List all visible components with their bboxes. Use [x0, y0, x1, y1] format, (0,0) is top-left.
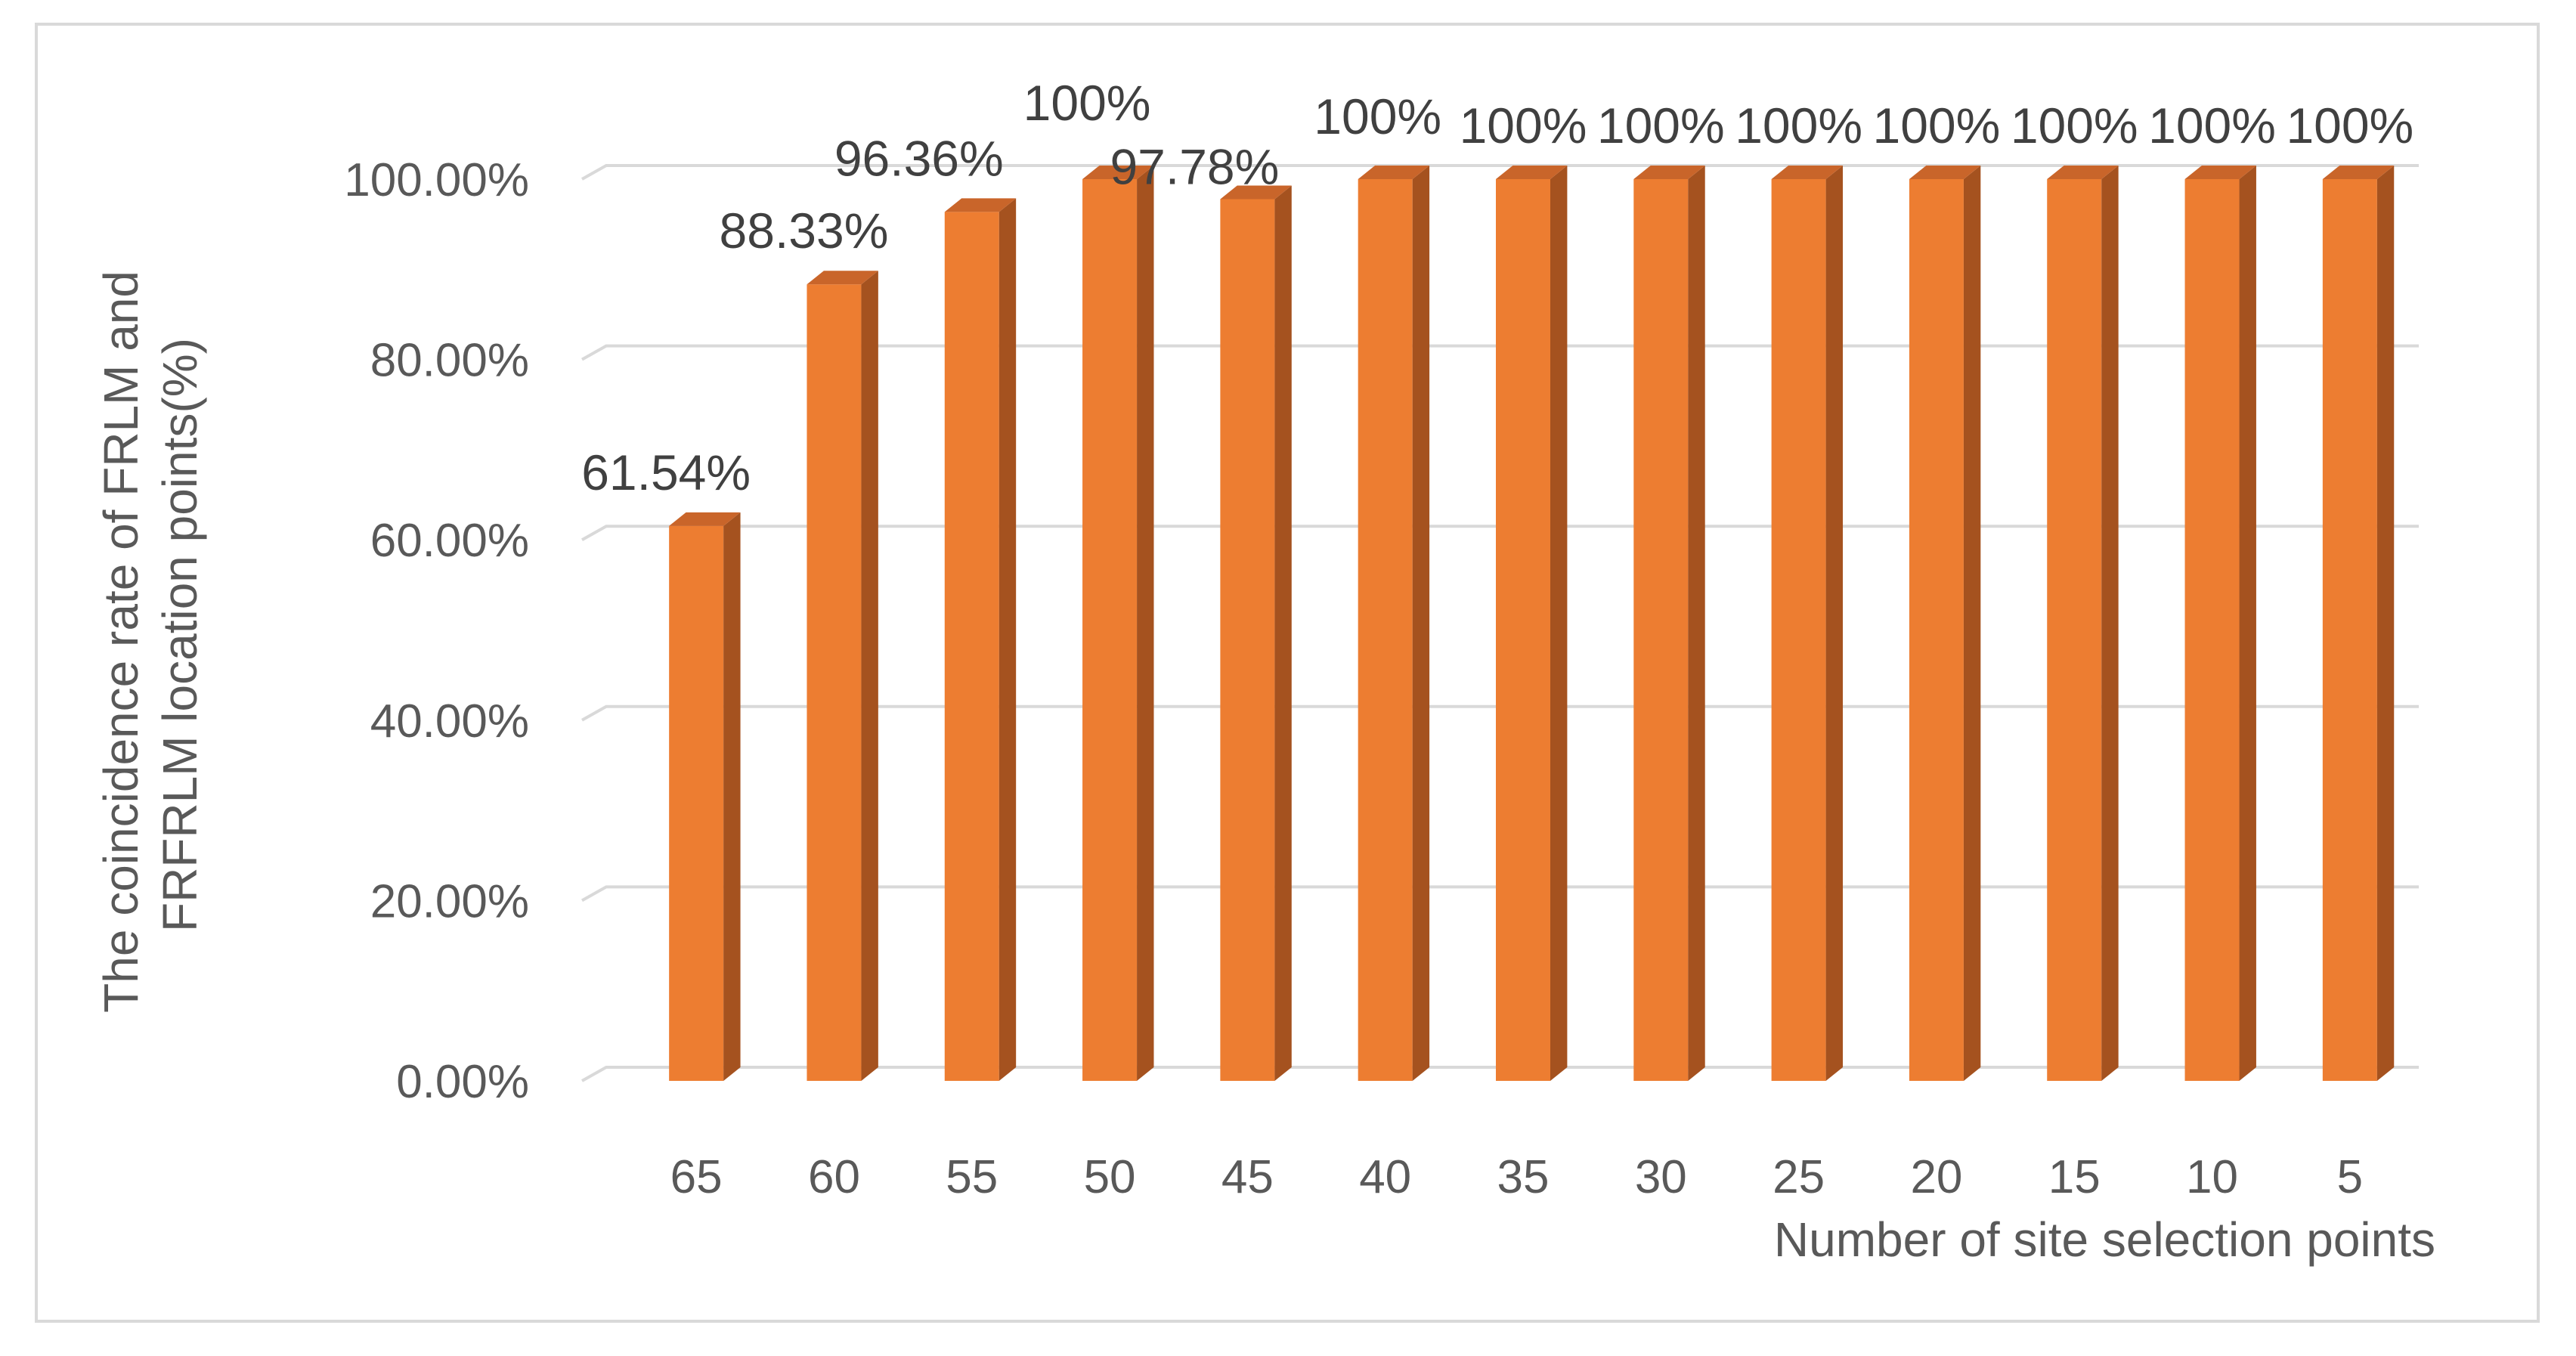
data-label: 100%	[2011, 98, 2138, 153]
bar-side	[1412, 166, 1430, 1081]
bar-top	[1633, 166, 1705, 179]
bar-front	[1358, 179, 1413, 1081]
bar-side	[1963, 166, 1981, 1081]
bar-top	[2184, 166, 2256, 179]
bar	[1082, 166, 1154, 1081]
bar-side	[999, 198, 1017, 1082]
bar	[1220, 185, 1292, 1081]
bar	[1496, 166, 1568, 1081]
bar	[669, 512, 741, 1081]
x-tick-label: 45	[1221, 1151, 1274, 1203]
bar-side	[1825, 166, 1844, 1081]
bar-front	[1496, 179, 1550, 1081]
data-label: 100%	[1873, 98, 2001, 153]
bar	[1909, 166, 1981, 1081]
data-label: 100%	[1735, 98, 1862, 153]
y-axis-title: The coincidence rate of FRLM and FRFRLM …	[94, 257, 207, 1013]
bar-front	[1633, 179, 1689, 1081]
bar-front	[807, 284, 862, 1081]
bar	[2047, 166, 2119, 1081]
data-label: 61.54%	[581, 444, 751, 500]
data-label: 100%	[2148, 98, 2276, 153]
data-label: 100%	[2286, 98, 2413, 153]
bar	[2322, 166, 2395, 1081]
y-tick-label: 20.00%	[370, 875, 529, 927]
bar-front	[1909, 179, 1964, 1081]
bar-front	[669, 525, 724, 1081]
x-tick-label: 20	[1910, 1151, 1962, 1203]
data-label: 100%	[1023, 75, 1151, 131]
x-tick-label: 55	[946, 1151, 998, 1203]
bar	[1771, 166, 1844, 1081]
bar-side	[1274, 185, 1292, 1081]
bar-front	[1082, 179, 1138, 1081]
bar-front	[2184, 179, 2240, 1081]
x-tick-label: 50	[1084, 1151, 1136, 1203]
bar-side	[1137, 166, 1154, 1081]
bar-side	[861, 271, 878, 1081]
bar-top	[2322, 166, 2395, 179]
x-tick-label: 40	[1359, 1151, 1411, 1203]
y-tick-label: 40.00%	[370, 695, 529, 748]
data-label: 100%	[1460, 98, 1587, 153]
y-axis-title-line-2: FRFRLM location points(%)	[153, 338, 207, 932]
data-label: 88.33%	[720, 203, 889, 259]
bar-side	[1550, 166, 1568, 1081]
y-tick-label: 0.00%	[396, 1056, 529, 1108]
bar	[944, 198, 1017, 1082]
bar-top	[1496, 166, 1568, 179]
bar-top	[1082, 166, 1154, 179]
x-tick-label: 10	[2186, 1151, 2238, 1203]
x-axis-ticks: 65 60 55 50 45 40 35 30 25 20 15 10 5	[670, 1151, 2363, 1203]
data-label: 100%	[1314, 88, 1441, 144]
bar-side	[723, 512, 741, 1081]
bar-top	[1771, 166, 1844, 179]
x-tick-label: 30	[1635, 1151, 1687, 1203]
y-tick-label: 60.00%	[370, 515, 529, 567]
bar-top	[1220, 185, 1292, 200]
x-tick-label: 60	[808, 1151, 860, 1203]
bar-top	[669, 512, 741, 526]
bar-top	[944, 198, 1017, 212]
bar-top	[807, 271, 878, 285]
x-axis-title: Number of site selection points	[1774, 1212, 2435, 1267]
bar	[1633, 166, 1705, 1081]
y-tick-label: 100.00%	[344, 154, 529, 206]
bar	[1358, 166, 1430, 1081]
data-label: 97.78%	[1110, 138, 1279, 194]
x-tick-label: 65	[670, 1151, 723, 1203]
bar-front	[1220, 199, 1275, 1081]
data-label: 96.36%	[834, 130, 1004, 186]
y-axis-ticks: 0.00% 20.00% 40.00% 60.00% 80.00% 100.00%	[344, 154, 529, 1108]
bar-side	[2239, 166, 2256, 1081]
bar-front	[2322, 179, 2377, 1081]
x-tick-label: 5	[2337, 1151, 2363, 1203]
bar-top	[1358, 166, 1430, 179]
x-tick-label: 35	[1497, 1151, 1550, 1203]
bar-top	[2047, 166, 2119, 179]
bar	[807, 271, 878, 1081]
data-label: 100%	[1597, 98, 1725, 153]
bar-top	[1909, 166, 1981, 179]
bar	[2184, 166, 2256, 1081]
bar-front	[944, 212, 999, 1082]
bar-side	[2376, 166, 2395, 1081]
y-axis-title-line-1: The coincidence rate of FRLM and	[94, 271, 148, 1013]
x-tick-label: 25	[1773, 1151, 1825, 1203]
bar-side	[1688, 166, 1705, 1081]
bar-front	[1771, 179, 1826, 1081]
y-tick-label: 80.00%	[370, 335, 529, 387]
x-tick-label: 15	[2048, 1151, 2101, 1203]
bar-front	[2047, 179, 2102, 1081]
bar-side	[2101, 166, 2119, 1081]
data-labels: 61.54%88.33%96.36%100%97.78%100% 100% 100%…	[581, 75, 2413, 500]
bars	[669, 166, 2395, 1082]
